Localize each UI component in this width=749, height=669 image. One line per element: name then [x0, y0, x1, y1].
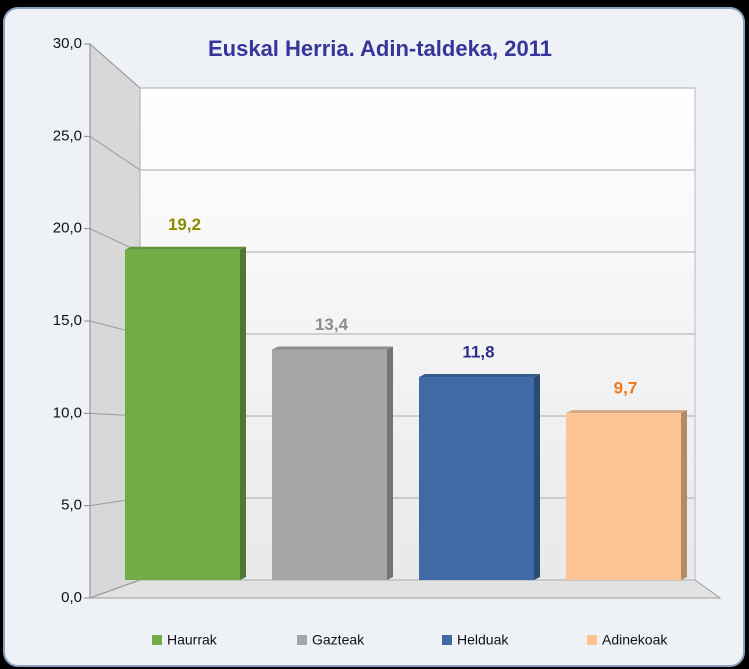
bar-side [387, 346, 393, 580]
y-tick-label: 10,0 [53, 404, 82, 421]
y-tick-label: 5,0 [61, 497, 82, 514]
y-tick-label: 30,0 [53, 35, 82, 52]
legend-label: Gazteak [312, 632, 365, 648]
legend-swatch [587, 635, 597, 645]
grid-line [89, 579, 141, 599]
bar-top [272, 346, 393, 350]
floor [89, 579, 722, 599]
grid-line [89, 135, 141, 171]
data-label: 9,7 [614, 379, 638, 398]
bar-top [566, 410, 687, 414]
y-tick-label: 15,0 [53, 312, 82, 329]
chart-title: Euskal Herria. Adin-taldeka, 2011 [208, 36, 552, 61]
grid-line [89, 43, 141, 89]
legend-swatch [442, 635, 452, 645]
bar [419, 377, 534, 580]
bar-side [534, 374, 540, 580]
y-tick-label: 25,0 [53, 127, 82, 144]
y-tick-label: 0,0 [61, 589, 82, 606]
bar [566, 413, 681, 580]
data-label: 11,8 [462, 343, 494, 362]
bar [125, 249, 240, 580]
bar [272, 349, 387, 580]
legend-label: Helduak [457, 632, 509, 648]
bar-top [125, 246, 246, 250]
data-label: 13,4 [315, 315, 349, 334]
legend-label: Adinekoak [602, 632, 668, 648]
legend-swatch [152, 635, 162, 645]
legend-swatch [297, 635, 307, 645]
legend-label: Haurrak [167, 632, 218, 648]
y-tick-label: 20,0 [53, 220, 82, 237]
bar-side [681, 410, 687, 580]
data-label: 19,2 [168, 215, 201, 234]
bar-side [240, 246, 246, 580]
bar-top [419, 374, 540, 378]
